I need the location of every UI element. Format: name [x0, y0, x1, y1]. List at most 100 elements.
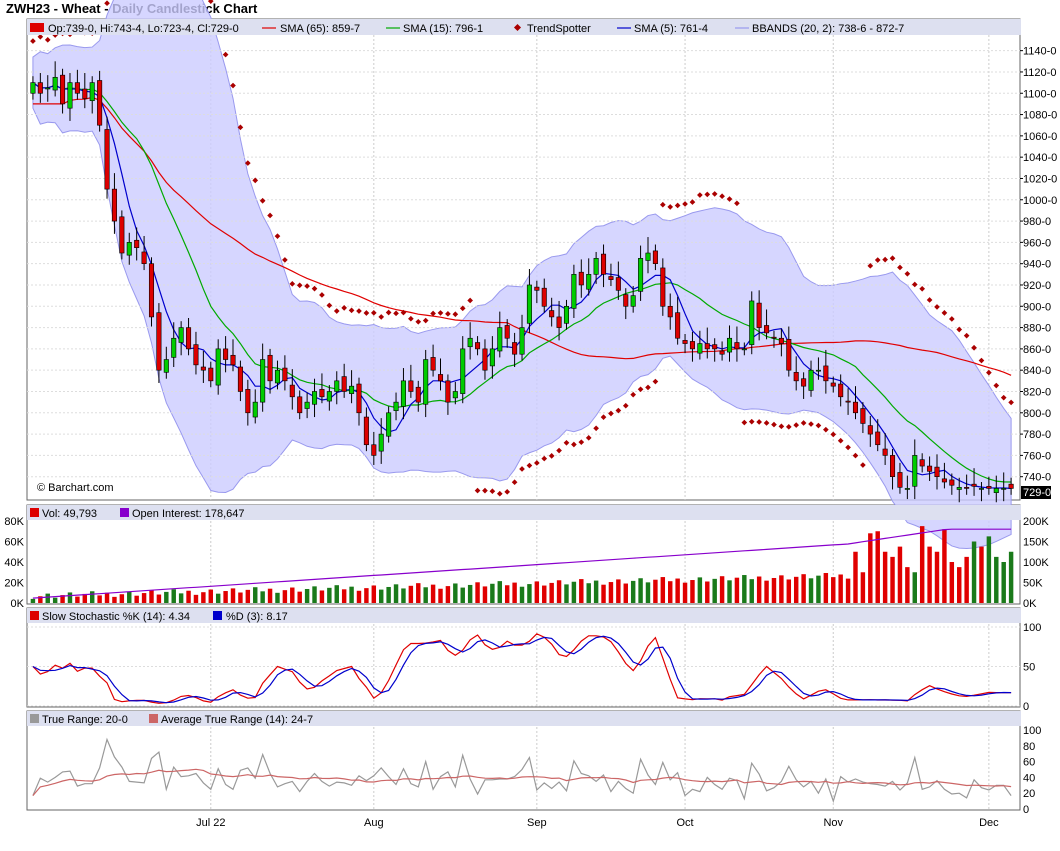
candle-body [430, 357, 436, 371]
price-tick-label: 760-0 [1023, 450, 1051, 462]
volume-bar [749, 579, 754, 603]
volume-bar [490, 583, 495, 603]
candle-body [993, 488, 999, 493]
candle-body [563, 305, 570, 324]
candle-body [526, 284, 532, 324]
candle-body [82, 88, 88, 99]
candle-body [549, 310, 555, 318]
trendspotter-dot [815, 422, 822, 429]
trendspotter-dot [282, 257, 288, 263]
volume-bar [564, 584, 569, 603]
trendspotter-dot [422, 317, 429, 324]
tr-tick-label: 20 [1023, 788, 1035, 800]
volume-bar [349, 586, 354, 603]
stochastic-panel [27, 626, 1020, 707]
volume-bar [734, 577, 740, 603]
trendspotter-dot [697, 192, 703, 198]
volume-bar [312, 586, 317, 603]
volume-bar [193, 594, 199, 603]
candle-body [726, 337, 733, 353]
candle-body [697, 343, 703, 354]
ohlc-swatch [30, 23, 44, 32]
trendspotter-dot [689, 199, 696, 205]
trendspotter-dot [830, 431, 837, 438]
candle-body [586, 274, 592, 290]
trendspotter-dot [482, 487, 488, 494]
candle-body [860, 408, 866, 424]
candle-body [734, 342, 740, 350]
volume-bar [549, 582, 554, 603]
candle-body [400, 380, 406, 407]
volume-bar [238, 592, 243, 603]
candle-body [1001, 488, 1007, 490]
price-tick-label: 900-0 [1023, 301, 1051, 313]
volume-bar [957, 567, 962, 603]
candle-body [793, 372, 799, 382]
trendspotter-dot [874, 257, 881, 263]
candle-body [193, 344, 199, 366]
trendspotter-dot [319, 292, 325, 298]
candle-body [704, 343, 710, 350]
candle-body [638, 258, 644, 292]
trendspotter-dot [430, 310, 436, 317]
trendspotter-dot [667, 204, 674, 210]
true-range-legend: True Range: 20-0 Average True Range (14)… [27, 711, 1021, 726]
volume-bar [868, 533, 873, 603]
x-tick-label: Nov [823, 817, 843, 829]
volume-bar [438, 588, 443, 603]
trendspotter-dot [400, 309, 407, 316]
oi-tick-label: 0K [1023, 598, 1037, 610]
volume-bar [742, 575, 747, 603]
svg-text:729-0: 729-0 [1023, 487, 1051, 499]
candle-body [437, 374, 444, 382]
trendspotter-dot [941, 310, 948, 316]
volume-bar [831, 577, 836, 603]
candle-body [593, 258, 599, 275]
candle-body [830, 382, 836, 387]
price-tick-label: 920-0 [1023, 280, 1051, 292]
volume-bar [104, 592, 110, 603]
volume-bar [497, 581, 503, 603]
volume-bar [593, 580, 599, 603]
trendspotter-dot [615, 407, 622, 414]
volume-bar [127, 591, 132, 603]
candle-body [689, 341, 695, 350]
volume-bar [623, 583, 628, 603]
open-interest-line [32, 528, 1012, 599]
candle-body [741, 348, 747, 351]
candle-body [956, 487, 962, 490]
trendspotter-dot [645, 384, 651, 391]
price-tick-label: 1060-0 [1023, 131, 1057, 143]
volume-bar [808, 578, 814, 603]
volume-bar [986, 536, 992, 603]
candle-body [964, 487, 970, 489]
volume-bar [401, 588, 406, 603]
volume-bar [912, 572, 917, 603]
candle-body [578, 271, 584, 286]
price-tick-label: 1000-0 [1023, 195, 1057, 207]
trendspotter-dot [585, 434, 592, 441]
price-tick-label: 1140-0 [1023, 46, 1056, 58]
candle-body [786, 338, 792, 371]
price-tick-label: 780-0 [1023, 429, 1051, 441]
true-range-panel [32, 737, 1012, 804]
trendspotter-dot [808, 421, 814, 427]
volume-bar [994, 556, 999, 603]
price-tick-label: 740-0 [1023, 472, 1051, 484]
candle-body [949, 479, 955, 486]
volume-bar [645, 582, 651, 603]
last-price-tag: 729-0 [1021, 486, 1051, 499]
trendspotter-dot [778, 423, 785, 430]
volume-bar [186, 590, 191, 603]
trendspotter-dot [296, 282, 303, 289]
volume-bar [823, 573, 829, 603]
candle-body [141, 251, 147, 264]
candle-body [52, 76, 58, 91]
trendspotter-dot [571, 441, 577, 448]
volume-bar [141, 593, 147, 603]
candle-body [37, 82, 43, 94]
volume-bar [416, 583, 421, 603]
candle-body [119, 216, 125, 254]
trendspotter-dot [526, 462, 533, 469]
trendspotter-dot [541, 455, 548, 462]
